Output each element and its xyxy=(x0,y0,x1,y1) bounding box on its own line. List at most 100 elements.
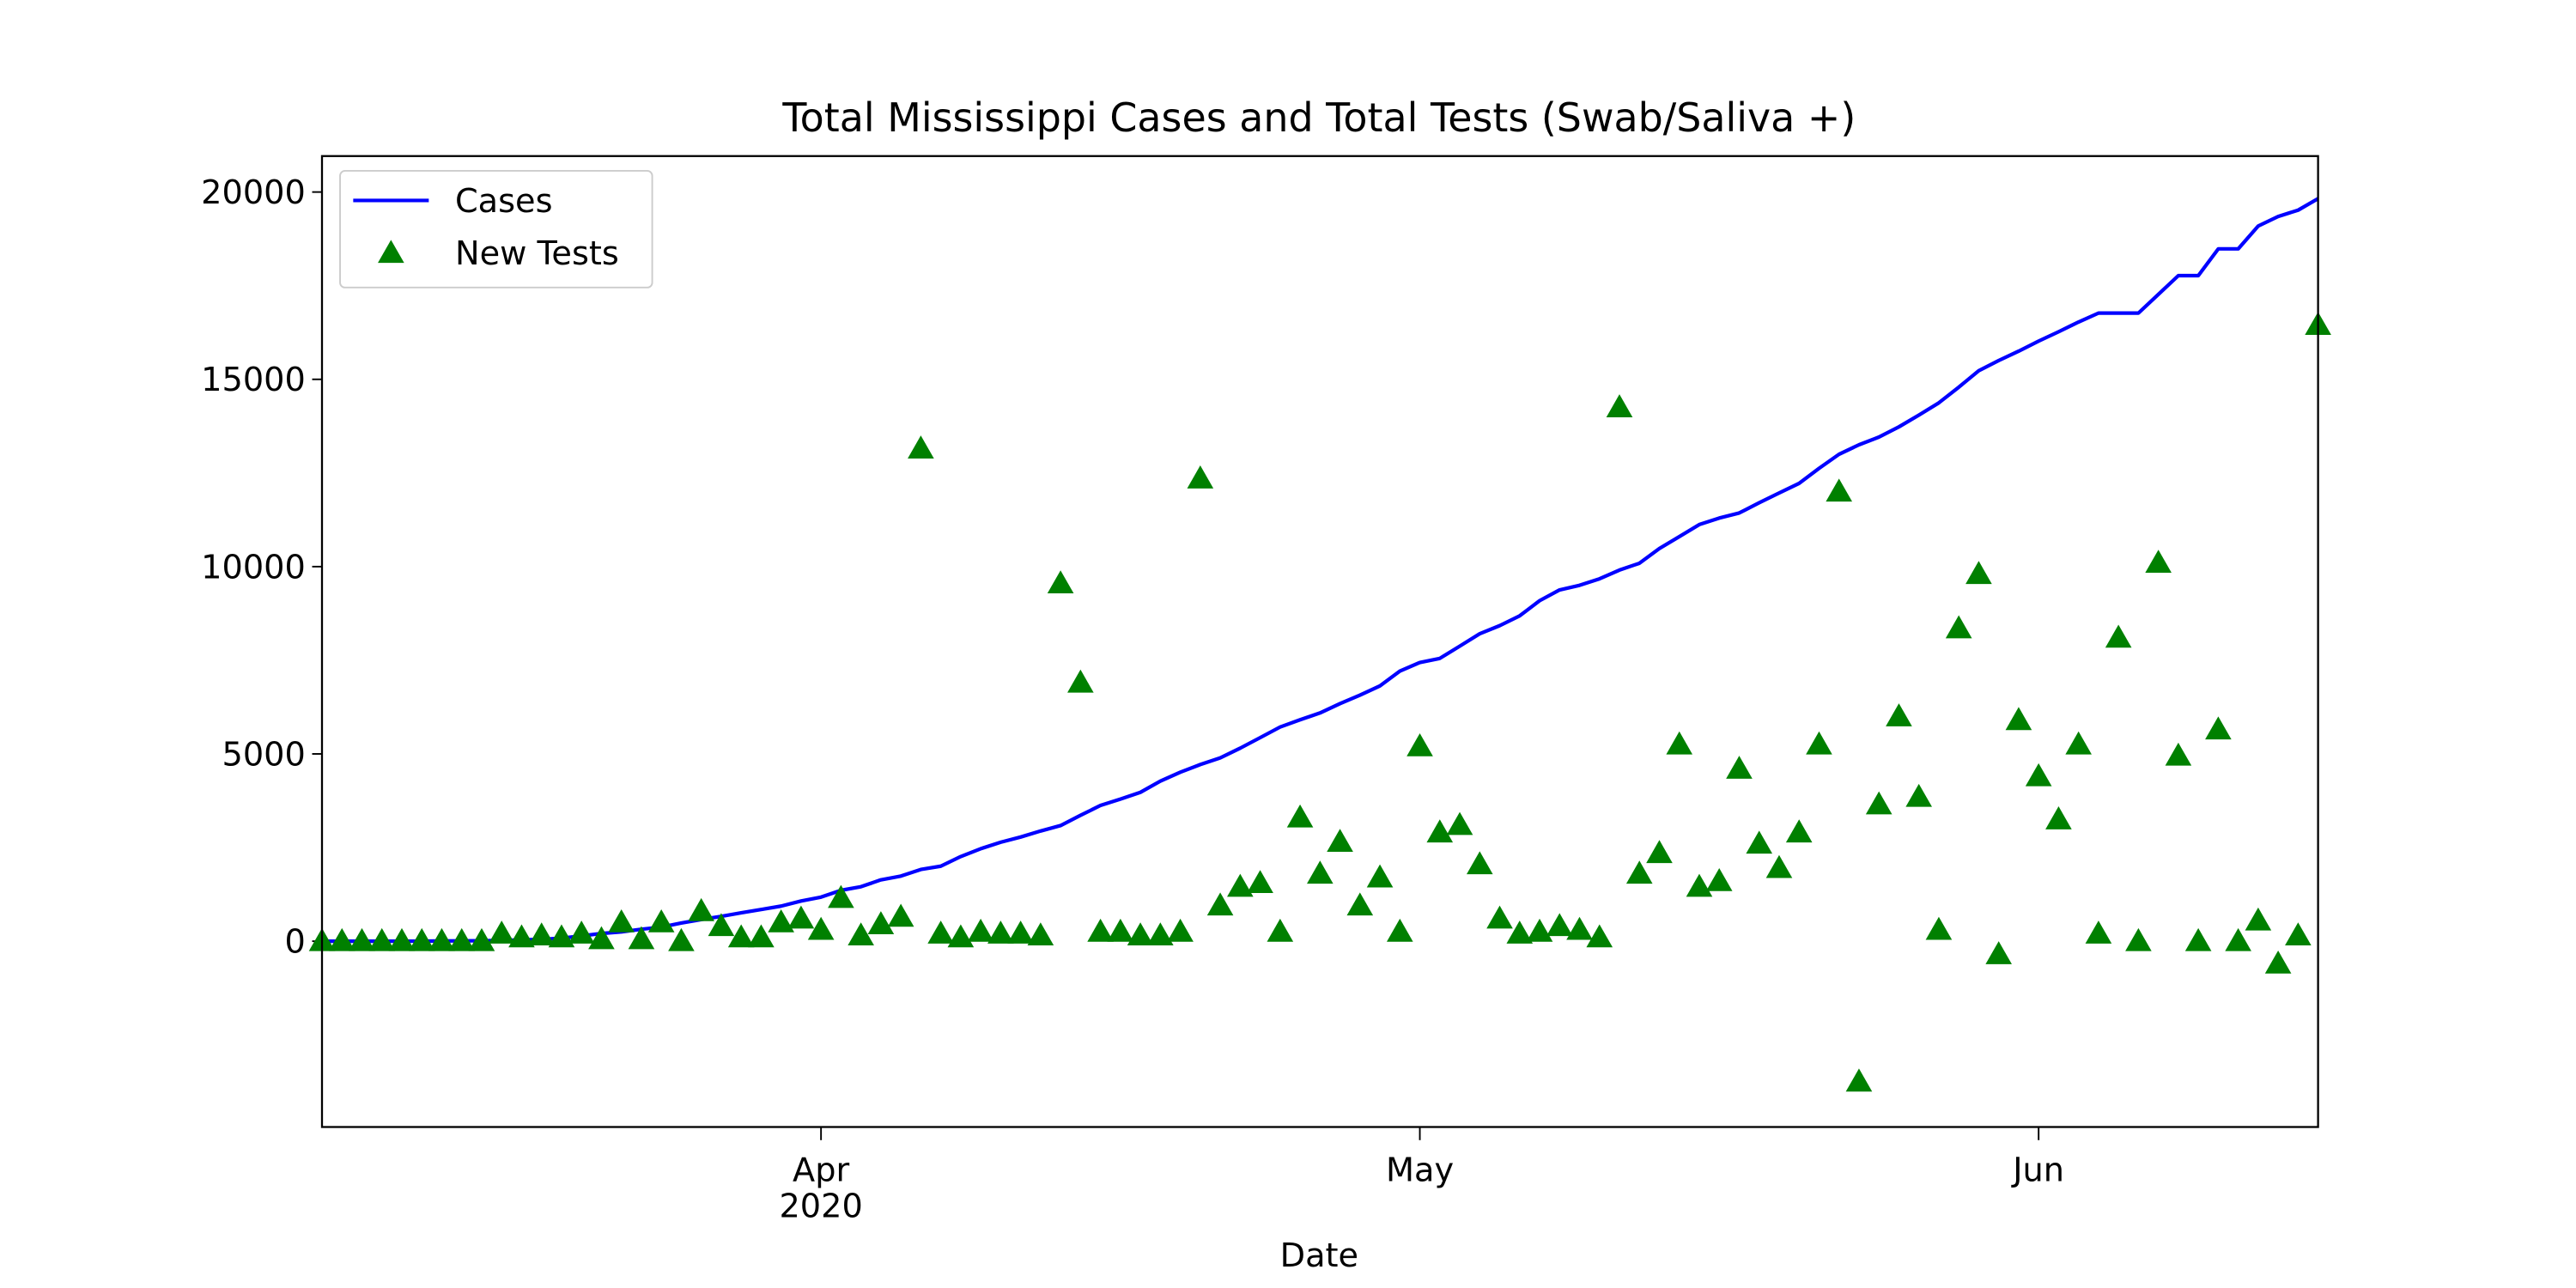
test-marker xyxy=(708,913,735,937)
test-marker xyxy=(887,903,914,927)
test-marker xyxy=(2264,950,2292,974)
test-marker xyxy=(947,924,975,948)
legend-swatch xyxy=(378,240,404,264)
test-marker xyxy=(1047,570,1074,593)
test-marker xyxy=(1806,731,1832,755)
chart-title: Total Mississippi Cases and Total Tests … xyxy=(781,94,1856,141)
test-marker xyxy=(1606,394,1633,417)
y-tick-label: 15000 xyxy=(201,361,306,399)
test-marker xyxy=(2285,922,2312,946)
test-marker xyxy=(1027,922,1054,946)
test-marker xyxy=(1446,811,1473,835)
test-marker xyxy=(2065,731,2092,755)
y-tick-label: 10000 xyxy=(201,548,306,586)
test-marker xyxy=(1187,465,1214,489)
y-tick-label: 20000 xyxy=(201,173,306,212)
test-marker xyxy=(1746,830,1773,854)
test-marker xyxy=(768,909,794,933)
test-marker xyxy=(1886,703,1912,726)
test-marker xyxy=(1945,615,1972,639)
test-marker xyxy=(828,884,854,908)
test-marker xyxy=(668,927,695,951)
test-marker xyxy=(867,911,895,934)
test-marker xyxy=(448,927,476,951)
test-marker xyxy=(1327,829,1353,852)
test-marker xyxy=(908,435,934,459)
test-marker xyxy=(1426,819,1454,843)
test-marker xyxy=(1826,478,1853,502)
test-marker xyxy=(967,918,994,942)
test-marker xyxy=(727,924,755,948)
test-marker xyxy=(1466,851,1493,875)
test-marker xyxy=(1227,873,1254,897)
test-marker xyxy=(787,905,815,929)
test-marker xyxy=(628,926,655,950)
test-marker xyxy=(927,920,954,944)
test-marker xyxy=(1586,924,1613,948)
test-marker xyxy=(1686,873,1713,897)
test-marker xyxy=(1925,916,1953,940)
x-tick-label: Jun xyxy=(2011,1151,2064,1190)
legend-label: New Tests xyxy=(455,234,619,273)
test-marker xyxy=(2125,927,2152,951)
x-tick-label: Apr xyxy=(793,1151,849,1190)
test-marker xyxy=(468,927,495,951)
y-tick-label: 0 xyxy=(285,923,306,962)
test-marker xyxy=(1346,892,1374,916)
test-marker xyxy=(1267,918,1294,942)
test-marker xyxy=(1307,860,1334,884)
test-marker xyxy=(1666,731,1693,755)
test-marker xyxy=(688,897,714,921)
test-marker xyxy=(1865,791,1893,815)
test-marker xyxy=(2205,716,2232,740)
test-marker xyxy=(1625,860,1653,884)
test-marker xyxy=(1646,840,1673,864)
test-marker xyxy=(1067,669,1094,693)
x-tick-label: May xyxy=(1386,1151,1454,1190)
test-marker xyxy=(328,927,355,951)
test-marker xyxy=(1546,913,1573,937)
test-marker xyxy=(2045,806,2072,829)
test-marker xyxy=(848,922,874,946)
test-marker xyxy=(2085,920,2112,944)
test-marker xyxy=(1785,819,1813,843)
test-marker xyxy=(1127,922,1154,946)
test-marker xyxy=(1386,918,1413,942)
test-marker xyxy=(1007,920,1034,944)
test-marker xyxy=(647,909,675,933)
test-marker xyxy=(1486,905,1513,929)
test-marker xyxy=(608,909,635,933)
x-tick-year: 2020 xyxy=(779,1188,862,1226)
test-marker xyxy=(1566,916,1593,940)
test-marker xyxy=(1526,918,1553,942)
test-marker xyxy=(1845,1068,1873,1092)
test-marker xyxy=(2184,927,2212,951)
test-marker xyxy=(1506,920,1534,944)
test-marker xyxy=(408,927,435,951)
x-axis-label: Date xyxy=(1280,1236,1358,1275)
test-marker xyxy=(2165,742,2192,766)
test-marker xyxy=(1905,783,1932,807)
test-marker xyxy=(568,920,595,944)
test-marker xyxy=(2145,550,2172,573)
test-marker xyxy=(1147,922,1174,946)
test-marker xyxy=(2245,907,2272,931)
test-marker xyxy=(1965,561,1992,585)
test-marker xyxy=(1705,868,1733,891)
test-marker xyxy=(807,916,835,940)
test-marker xyxy=(2025,762,2052,787)
test-marker xyxy=(748,924,775,948)
test-marker xyxy=(588,926,615,950)
test-marker xyxy=(368,927,396,951)
test-marker xyxy=(508,924,535,948)
test-marker xyxy=(1286,804,1314,828)
test-marker xyxy=(1726,756,1753,779)
test-marker xyxy=(1985,941,2012,964)
test-marker xyxy=(428,927,455,951)
test-marker xyxy=(1107,918,1134,942)
test-marker xyxy=(1206,892,1234,916)
test-marker xyxy=(1406,732,1433,756)
test-marker xyxy=(1765,854,1793,878)
test-marker xyxy=(1167,918,1194,942)
